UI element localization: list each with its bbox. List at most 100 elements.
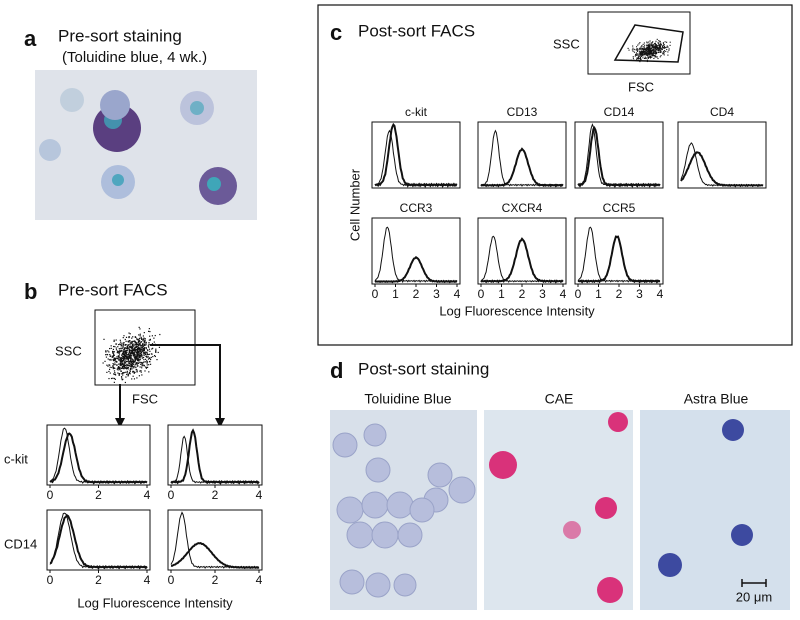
dot bbox=[113, 358, 115, 360]
dot bbox=[113, 354, 115, 356]
dot bbox=[666, 48, 668, 51]
dot bbox=[123, 358, 125, 360]
dot bbox=[140, 341, 142, 343]
dot bbox=[126, 354, 128, 356]
dot bbox=[650, 42, 652, 44]
dot bbox=[655, 53, 658, 55]
dot bbox=[139, 350, 142, 352]
dot bbox=[136, 352, 138, 354]
dot bbox=[110, 359, 112, 361]
dot bbox=[663, 47, 665, 49]
dot bbox=[132, 371, 134, 373]
dot bbox=[145, 344, 147, 346]
dot bbox=[134, 351, 136, 353]
dot bbox=[639, 58, 641, 60]
dot bbox=[645, 47, 647, 49]
dot bbox=[649, 49, 651, 51]
dot bbox=[148, 364, 150, 366]
dot bbox=[155, 348, 157, 350]
dot bbox=[145, 342, 147, 344]
dot bbox=[659, 42, 661, 44]
dot bbox=[139, 347, 141, 350]
dot bbox=[133, 371, 135, 373]
dot bbox=[108, 364, 110, 366]
dot bbox=[637, 58, 639, 60]
dot bbox=[137, 353, 139, 355]
dot bbox=[121, 360, 123, 363]
dot bbox=[130, 352, 132, 354]
dot bbox=[133, 344, 135, 346]
histogram-box bbox=[46, 509, 151, 571]
dot bbox=[128, 352, 130, 354]
dot bbox=[147, 366, 149, 368]
dot bbox=[643, 51, 646, 53]
tick-label: 3 bbox=[636, 287, 643, 301]
gate bbox=[613, 24, 684, 63]
axis-label: FSC bbox=[628, 79, 654, 94]
dot bbox=[663, 50, 666, 52]
dot bbox=[141, 362, 143, 365]
dot bbox=[641, 51, 643, 54]
dot bbox=[134, 359, 136, 362]
dot bbox=[128, 332, 130, 334]
dot bbox=[117, 350, 119, 352]
dot bbox=[131, 363, 133, 365]
dot bbox=[149, 363, 152, 365]
dot bbox=[146, 352, 148, 354]
dot bbox=[120, 350, 122, 352]
dot bbox=[656, 46, 658, 48]
dot bbox=[638, 58, 640, 60]
dot bbox=[642, 53, 644, 56]
dot bbox=[647, 56, 649, 58]
dot bbox=[662, 42, 664, 44]
dot bbox=[136, 347, 139, 350]
dot bbox=[128, 357, 130, 359]
dot bbox=[133, 367, 135, 369]
dot bbox=[655, 50, 657, 52]
dot bbox=[137, 350, 139, 352]
dot bbox=[113, 340, 115, 342]
tick-label: 3 bbox=[539, 287, 546, 301]
dot bbox=[108, 359, 111, 361]
dot bbox=[132, 375, 134, 377]
histogram-curve bbox=[577, 235, 661, 284]
tick-label: 0 bbox=[478, 287, 485, 301]
dot bbox=[648, 48, 650, 51]
dot bbox=[138, 375, 140, 377]
dot bbox=[113, 345, 115, 348]
dot bbox=[125, 350, 128, 352]
tick-label: 4 bbox=[256, 488, 263, 502]
dot bbox=[143, 343, 146, 345]
dot bbox=[126, 370, 128, 372]
dot bbox=[123, 361, 126, 363]
dot bbox=[114, 346, 116, 348]
dot bbox=[122, 353, 124, 355]
dot bbox=[111, 355, 113, 357]
dot bbox=[128, 351, 130, 353]
dot bbox=[112, 352, 114, 354]
dot bbox=[642, 48, 644, 50]
dot bbox=[137, 357, 139, 359]
dot bbox=[122, 352, 125, 354]
dot bbox=[134, 344, 137, 346]
dot bbox=[116, 351, 118, 354]
dot bbox=[130, 364, 132, 367]
dot bbox=[130, 356, 132, 358]
dot bbox=[643, 47, 645, 49]
dot bbox=[119, 363, 121, 365]
dot bbox=[131, 361, 133, 363]
dot bbox=[112, 355, 114, 357]
dot bbox=[654, 42, 657, 44]
dot bbox=[138, 338, 140, 340]
dot bbox=[649, 56, 651, 58]
dot bbox=[655, 44, 657, 46]
dot bbox=[118, 343, 120, 346]
tick-label: 2 bbox=[212, 488, 219, 502]
dot bbox=[654, 46, 656, 48]
dot bbox=[648, 47, 650, 49]
dot bbox=[116, 364, 118, 366]
tick-label: 1 bbox=[595, 287, 602, 301]
dot bbox=[655, 52, 657, 54]
dot bbox=[112, 350, 114, 352]
dot bbox=[656, 46, 658, 49]
